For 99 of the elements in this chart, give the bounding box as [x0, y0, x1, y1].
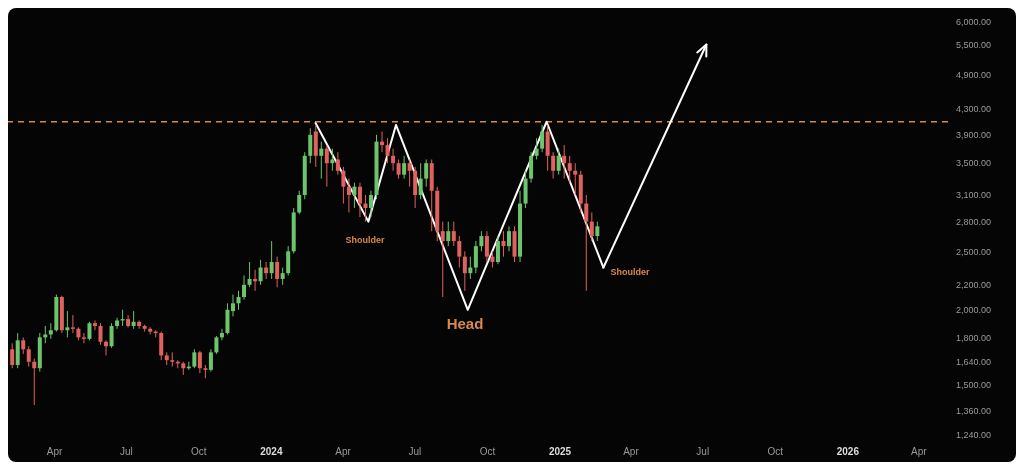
annotation: Head	[446, 314, 484, 332]
candlestick	[540, 124, 545, 153]
candlestick	[98, 322, 103, 346]
candlestick	[109, 322, 114, 349]
x-tick-label: Apr	[911, 446, 928, 457]
x-tick-label: Jul	[696, 446, 710, 457]
candlestick	[275, 256, 280, 288]
y-tick-label: 3,500.00	[956, 158, 992, 169]
y-tick-label: 1,800.00	[956, 332, 992, 343]
annotation: Shoulder	[345, 235, 385, 246]
candlestick	[197, 350, 202, 374]
y-tick-label: 1,360.00	[956, 406, 992, 416]
candlestick	[10, 342, 15, 369]
x-tick-label: Oct	[479, 446, 496, 457]
candlestick	[396, 158, 401, 180]
y-tick-label: 3,100.00	[956, 190, 992, 201]
candlestick	[269, 240, 274, 280]
candlestick	[258, 259, 263, 286]
candlestick	[391, 148, 396, 172]
candlestick	[319, 141, 324, 180]
x-tick-label: Jul	[119, 446, 133, 457]
candlestick	[534, 137, 539, 160]
candlestick	[159, 331, 164, 361]
candlestick	[462, 250, 467, 292]
candlestick	[495, 235, 500, 265]
candlestick	[446, 221, 451, 247]
candlestick	[247, 261, 252, 288]
candlestick	[556, 148, 561, 176]
candlestick	[402, 155, 407, 180]
candlestick	[170, 351, 175, 368]
candlestick	[551, 151, 556, 180]
candlestick	[297, 190, 302, 215]
candlestick	[225, 302, 230, 335]
candlestick	[115, 317, 120, 330]
candlestick	[589, 211, 594, 242]
candlestick	[208, 348, 213, 373]
candlestick	[407, 158, 412, 188]
candlestick	[573, 162, 578, 196]
candlestick	[308, 127, 313, 164]
candlestick	[230, 294, 235, 317]
candlestick	[70, 314, 75, 334]
candlestick	[87, 321, 92, 341]
candlestick	[335, 151, 340, 176]
candlestick	[424, 158, 429, 188]
candlestick	[484, 230, 489, 263]
x-tick-label: 2026	[836, 446, 860, 457]
candlestick	[418, 162, 423, 200]
candlestick	[473, 240, 478, 274]
y-tick-label: 6,000.00	[956, 17, 992, 28]
candlestick	[567, 155, 572, 184]
y-tick-label: 4,900.00	[956, 70, 992, 81]
candlestick	[501, 230, 506, 258]
candlestick	[352, 182, 357, 209]
candlestick	[324, 144, 329, 188]
y-tick-label: 2,000.00	[956, 304, 992, 315]
candlestick	[286, 245, 291, 276]
candlestick	[440, 221, 445, 298]
candlestick	[584, 194, 589, 292]
y-tick-label: 1,240.00	[956, 430, 992, 441]
annotation: Shoulder	[610, 267, 650, 278]
candlestick	[26, 345, 31, 368]
candlestick	[368, 190, 373, 218]
x-tick-label: Jul	[408, 446, 422, 457]
candlestick	[562, 144, 567, 180]
candlestick	[236, 290, 241, 311]
x-tick-label: 2025	[548, 446, 572, 457]
y-tick-label: 2,800.00	[956, 216, 992, 227]
x-tick-label: 2024	[260, 446, 283, 457]
x-tick-label: Oct	[767, 446, 784, 457]
candlestick	[81, 332, 86, 344]
candlestick	[137, 319, 142, 330]
candlestick	[479, 230, 484, 252]
candlestick	[32, 358, 37, 406]
candlestick	[65, 310, 70, 338]
candlestick	[330, 148, 335, 172]
y-tick-label: 1,640.00	[956, 356, 992, 367]
y-tick-label: 2,200.00	[956, 280, 992, 291]
candlestick	[357, 182, 362, 218]
candlestick	[346, 178, 351, 213]
y-tick-label: 3,900.00	[956, 130, 992, 141]
y-tick-label: 4,300.00	[956, 104, 992, 115]
x-tick-label: Apr	[623, 446, 640, 457]
candlestick	[385, 137, 390, 164]
candlestick	[451, 221, 456, 247]
candlestick	[529, 151, 534, 184]
candlestick	[242, 274, 247, 301]
x-tick-label: Apr	[46, 446, 63, 457]
candlestick	[192, 348, 197, 369]
x-tick-label: Oct	[191, 446, 207, 457]
y-tick-label: 5,500.00	[956, 39, 992, 50]
candlestick	[341, 166, 346, 205]
y-tick-label: 1,500.00	[956, 380, 992, 391]
candlestick	[92, 319, 97, 331]
candlestick	[595, 221, 600, 242]
x-tick-label: Apr	[335, 446, 352, 457]
candlestick	[507, 225, 511, 252]
candlestick	[457, 235, 462, 269]
candlestick	[219, 328, 224, 341]
y-tick-label: 2,500.00	[956, 246, 992, 257]
